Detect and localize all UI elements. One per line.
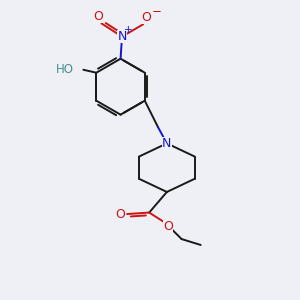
Text: N: N [117, 30, 127, 43]
Text: O: O [116, 208, 126, 220]
Text: HO: HO [56, 63, 74, 76]
Text: O: O [141, 11, 151, 24]
Text: +: + [124, 25, 133, 35]
Text: N: N [162, 137, 172, 150]
Text: O: O [164, 220, 173, 233]
Text: O: O [93, 11, 103, 23]
Text: −: − [152, 5, 161, 18]
